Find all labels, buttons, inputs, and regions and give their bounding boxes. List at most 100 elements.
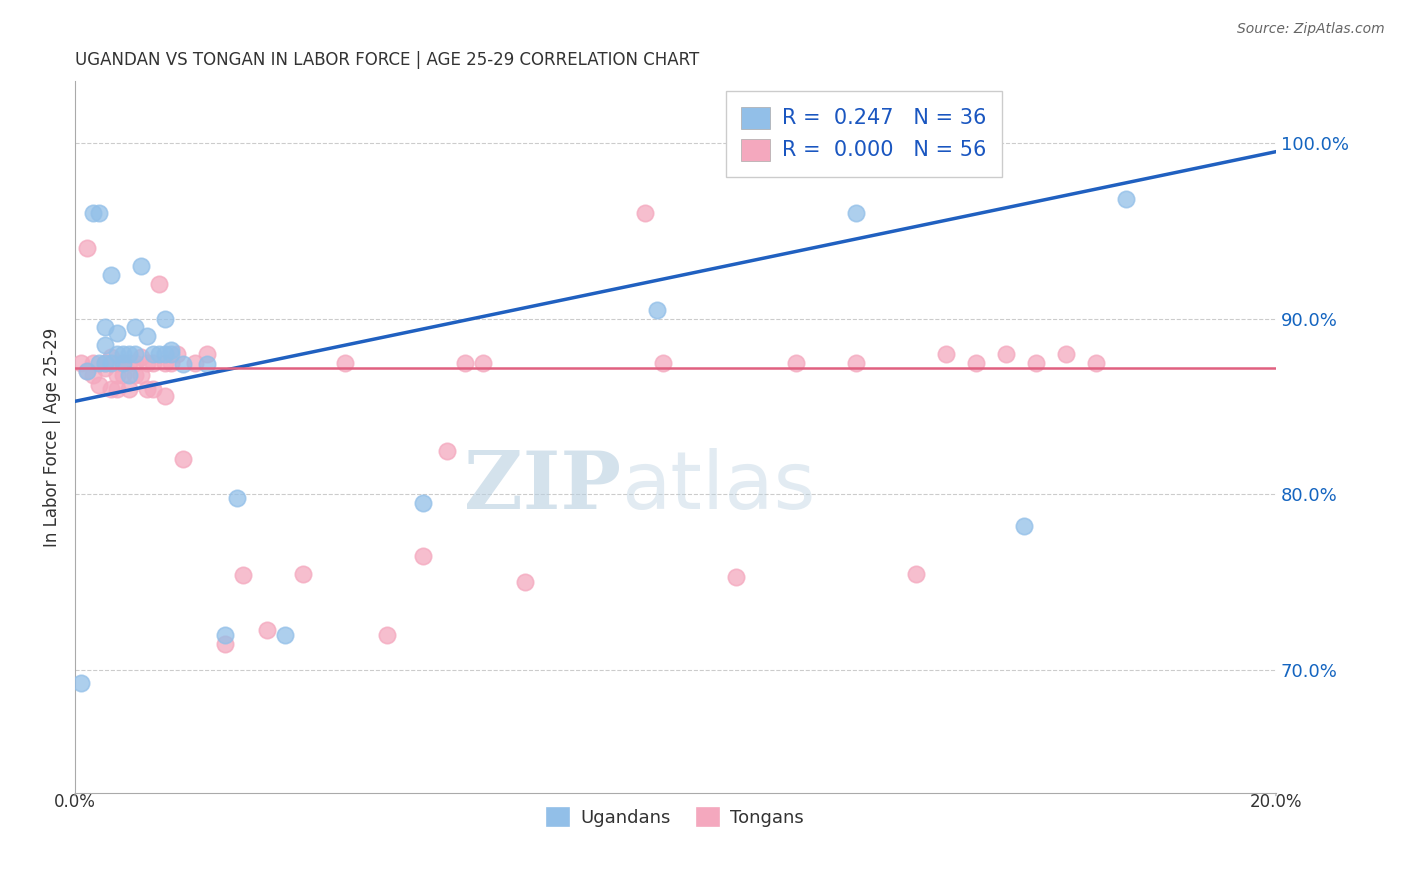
Point	[124, 368, 146, 382]
Point	[129, 351, 152, 365]
Point	[935, 347, 957, 361]
Point	[652, 356, 675, 370]
Point	[82, 206, 104, 220]
Point	[160, 356, 183, 370]
Point	[785, 356, 807, 370]
Point	[129, 368, 152, 382]
Point	[118, 368, 141, 382]
Point	[124, 347, 146, 361]
Text: atlas: atlas	[621, 448, 815, 526]
Point	[112, 356, 135, 370]
Point	[515, 575, 537, 590]
Point	[436, 443, 458, 458]
Point	[105, 326, 128, 340]
Point	[105, 368, 128, 382]
Point	[118, 347, 141, 361]
Point	[454, 356, 477, 370]
Point	[172, 358, 194, 372]
Text: ZIP: ZIP	[464, 448, 621, 526]
Point	[94, 356, 117, 370]
Point	[274, 628, 297, 642]
Point	[142, 356, 165, 370]
Point	[100, 382, 122, 396]
Point	[232, 568, 254, 582]
Point	[94, 320, 117, 334]
Point	[472, 356, 495, 370]
Point	[70, 675, 93, 690]
Point	[375, 628, 398, 642]
Point	[87, 378, 110, 392]
Point	[1084, 356, 1107, 370]
Point	[124, 356, 146, 370]
Point	[112, 347, 135, 361]
Legend: Ugandans, Tongans: Ugandans, Tongans	[540, 800, 811, 834]
Point	[76, 241, 98, 255]
Point	[129, 259, 152, 273]
Point	[100, 268, 122, 282]
Point	[87, 356, 110, 370]
Point	[160, 343, 183, 358]
Point	[172, 452, 194, 467]
Point	[94, 356, 117, 370]
Point	[76, 364, 98, 378]
Point	[965, 356, 987, 370]
Point	[76, 364, 98, 378]
Point	[214, 628, 236, 642]
Point	[118, 382, 141, 396]
Point	[82, 356, 104, 370]
Point	[153, 356, 176, 370]
Point	[112, 368, 135, 382]
Point	[105, 356, 128, 370]
Point	[136, 356, 159, 370]
Point	[136, 382, 159, 396]
Point	[100, 351, 122, 365]
Point	[112, 356, 135, 370]
Point	[1025, 356, 1047, 370]
Point	[100, 356, 122, 370]
Point	[70, 356, 93, 370]
Point	[142, 382, 165, 396]
Point	[124, 320, 146, 334]
Point	[634, 206, 657, 220]
Point	[105, 347, 128, 361]
Point	[142, 347, 165, 361]
Point	[94, 360, 117, 375]
Point	[195, 358, 218, 372]
Point	[292, 566, 315, 581]
Text: 0.0%: 0.0%	[53, 793, 96, 812]
Point	[256, 623, 278, 637]
Point	[647, 302, 669, 317]
Point	[412, 549, 434, 563]
Y-axis label: In Labor Force | Age 25-29: In Labor Force | Age 25-29	[44, 327, 60, 547]
Text: UGANDAN VS TONGAN IN LABOR FORCE | AGE 25-29 CORRELATION CHART: UGANDAN VS TONGAN IN LABOR FORCE | AGE 2…	[75, 51, 699, 69]
Point	[335, 356, 357, 370]
Point	[160, 347, 183, 361]
Point	[226, 491, 249, 505]
Point	[136, 329, 159, 343]
Point	[105, 382, 128, 396]
Point	[994, 347, 1017, 361]
Point	[1115, 192, 1137, 206]
Point	[148, 347, 170, 361]
Point	[195, 347, 218, 361]
Point	[153, 347, 176, 361]
Point	[1012, 519, 1035, 533]
Point	[184, 356, 207, 370]
Point	[904, 566, 927, 581]
Point	[82, 368, 104, 382]
Point	[148, 277, 170, 291]
Point	[845, 206, 868, 220]
Point	[412, 496, 434, 510]
Point	[214, 637, 236, 651]
Point	[724, 570, 747, 584]
Point	[153, 389, 176, 403]
Point	[87, 206, 110, 220]
Text: 20.0%: 20.0%	[1250, 793, 1302, 812]
Point	[94, 338, 117, 352]
Point	[1054, 347, 1077, 361]
Point	[153, 311, 176, 326]
Point	[118, 356, 141, 370]
Point	[845, 356, 868, 370]
Text: Source: ZipAtlas.com: Source: ZipAtlas.com	[1237, 22, 1385, 37]
Point	[166, 347, 188, 361]
